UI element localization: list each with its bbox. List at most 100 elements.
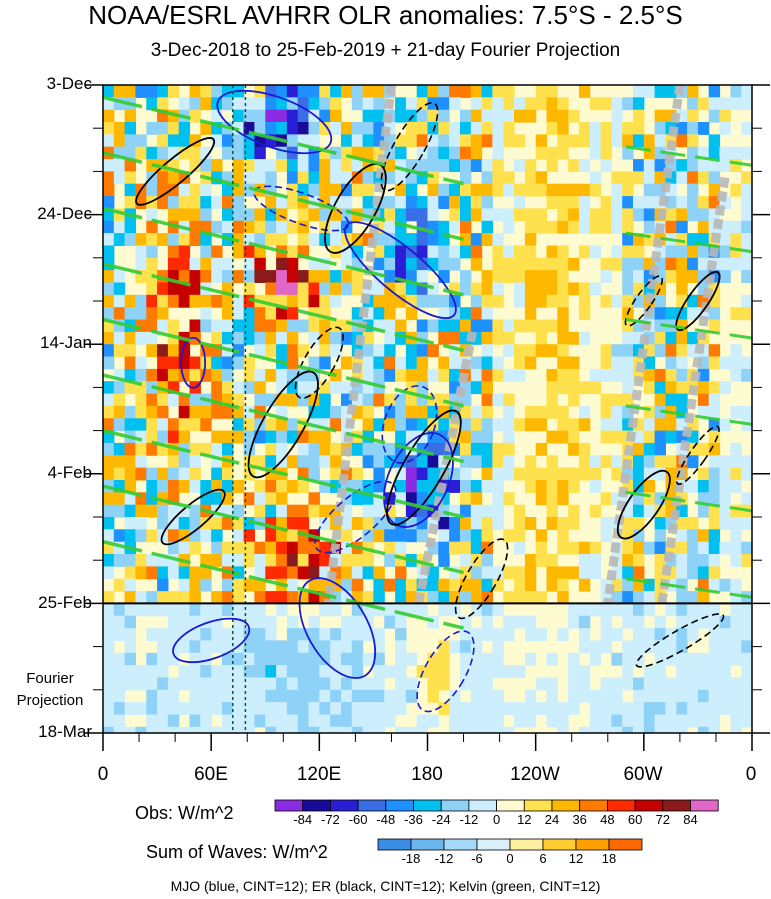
olr-cell <box>741 665 752 678</box>
olr-cell <box>103 442 115 456</box>
olr-cell <box>222 554 234 567</box>
footnote: MJO (blue, CINT=12); ER (black, CINT=12)… <box>170 878 601 894</box>
olr-cell <box>395 319 407 333</box>
olr-cell <box>395 578 407 592</box>
olr-cell <box>135 702 147 715</box>
olr-cell <box>676 257 688 271</box>
olr-cell <box>232 677 245 691</box>
olr-cell <box>665 159 677 172</box>
olr-cell <box>254 331 266 345</box>
olr-cell <box>113 480 126 493</box>
olr-cell <box>297 393 310 407</box>
olr-cell <box>308 183 320 197</box>
mjo-contour <box>253 185 350 232</box>
olr-cell <box>254 640 266 654</box>
mjo-contour <box>298 577 377 679</box>
olr-cell <box>470 677 483 691</box>
olr-cell <box>211 726 223 733</box>
olr-cell <box>124 159 136 172</box>
olr-cell <box>276 159 288 172</box>
olr-cell <box>741 307 752 321</box>
olr-cell <box>546 344 558 358</box>
olr-cell <box>535 677 548 691</box>
olr-cell <box>351 270 364 283</box>
olr-cell <box>146 331 158 345</box>
olr-cell <box>622 196 634 209</box>
olr-cell <box>341 356 353 370</box>
olr-cell <box>405 344 418 358</box>
olr-cell <box>492 245 504 259</box>
olr-cell <box>211 356 223 370</box>
olr-cell <box>189 233 201 246</box>
olr-cell <box>276 257 288 271</box>
olr-cell <box>460 566 472 580</box>
olr-cell <box>308 689 320 703</box>
olr-cell <box>643 208 656 222</box>
olr-cell <box>568 220 580 234</box>
olr-cell <box>503 245 515 259</box>
olr-cell <box>589 714 602 728</box>
olr-cell <box>341 702 353 715</box>
mjo-contour <box>180 336 207 389</box>
olr-cell <box>351 146 364 160</box>
olr-cell <box>470 307 483 321</box>
olr-cell <box>362 628 374 641</box>
olr-cell <box>600 368 612 382</box>
olr-cell <box>124 442 136 456</box>
olr-cell <box>503 257 515 271</box>
olr-cell <box>416 319 429 333</box>
olr-cell <box>416 270 429 283</box>
olr-cell <box>243 159 255 172</box>
olr-cell <box>103 665 115 678</box>
olr-cell <box>676 702 688 715</box>
olr-cell <box>460 640 472 654</box>
olr-cell <box>416 492 429 506</box>
olr-cell <box>622 220 634 234</box>
olr-cell <box>741 294 752 308</box>
olr-cell <box>438 220 450 234</box>
olr-cell <box>405 307 418 321</box>
olr-cell <box>373 492 385 506</box>
olr-cell <box>341 319 353 333</box>
olr-cell <box>676 541 688 555</box>
olr-cell <box>643 282 656 296</box>
olr-cell <box>719 97 731 111</box>
olr-cell <box>135 331 147 345</box>
olr-cell <box>460 393 472 407</box>
olr-cell <box>416 85 429 98</box>
olr-cell <box>741 652 752 666</box>
olr-cell <box>276 196 288 209</box>
olr-cell <box>535 541 548 555</box>
olr-cell <box>438 159 450 172</box>
olr-cell <box>373 257 385 271</box>
olr-cell <box>308 702 320 715</box>
olr-cell <box>211 134 223 148</box>
olr-cell <box>167 517 180 530</box>
olr-cell <box>611 492 623 506</box>
olr-cell <box>687 554 699 567</box>
olr-cell <box>535 344 548 358</box>
olr-cell <box>492 319 504 333</box>
olr-cell <box>200 677 212 691</box>
olr-cell <box>687 480 699 493</box>
olr-cell <box>643 233 656 246</box>
olr-cell <box>708 628 721 641</box>
olr-cell <box>178 615 191 629</box>
olr-cell <box>416 122 429 135</box>
olr-cell <box>265 282 277 296</box>
olr-cell <box>427 97 439 111</box>
olr-cell <box>611 97 623 111</box>
olr-cell <box>741 702 752 715</box>
olr-cell <box>492 640 504 654</box>
olr-cell <box>633 566 645 580</box>
olr-cell <box>578 134 591 148</box>
olr-cell <box>438 97 450 111</box>
olr-cell <box>719 146 731 160</box>
olr-cell <box>557 541 569 555</box>
olr-cell <box>276 220 288 234</box>
olr-cell <box>189 257 201 271</box>
kelvin-contour <box>625 318 752 340</box>
olr-cell <box>286 307 299 321</box>
olr-cell <box>546 455 558 469</box>
olr-cell <box>189 294 201 308</box>
